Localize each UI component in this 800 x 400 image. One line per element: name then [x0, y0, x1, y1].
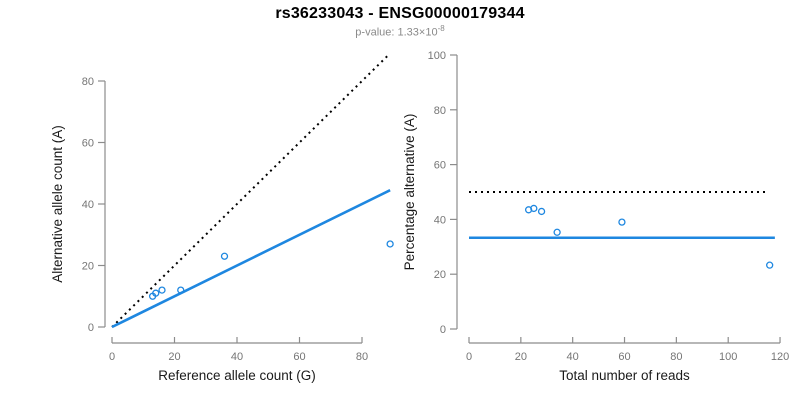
x-axis-label: Total number of reads	[559, 368, 690, 383]
y-axis-label: Alternative allele count (A)	[50, 125, 65, 283]
y-tick-label: 80	[434, 105, 446, 117]
y-tick-label: 20	[434, 269, 446, 281]
x-tick-label: 20	[515, 351, 527, 363]
data-point	[158, 286, 166, 294]
x-tick-label: 80	[670, 351, 682, 363]
x-tick-label: 40	[567, 351, 579, 363]
data-point	[530, 204, 538, 213]
y-tick-label: 60	[434, 160, 446, 172]
x-tick-label: 60	[293, 351, 305, 363]
p-value-subtitle: p-value: 1.33×10-8	[0, 24, 800, 39]
y-tick-label: 40	[82, 199, 94, 211]
page-title: rs36233043 - ENSG00000179344	[275, 5, 525, 22]
p-value-text: p-value: 1.33×10	[355, 26, 438, 39]
x-tick-label: 20	[168, 351, 180, 363]
y-tick-label: 0	[440, 324, 446, 336]
y-tick-label: 60	[82, 138, 94, 150]
y-tick-label: 80	[82, 76, 94, 88]
y-axis-label: Percentage alternative (A)	[402, 114, 417, 271]
data-point	[386, 240, 394, 248]
data-point	[766, 261, 774, 269]
identity-line	[111, 54, 390, 328]
data-point	[553, 228, 561, 236]
x-tick-label: 120	[771, 351, 789, 363]
data-point	[152, 289, 160, 297]
p-value-exponent: -8	[437, 24, 445, 33]
data-point	[537, 207, 546, 216]
x-tick-label: 80	[356, 351, 368, 363]
data-point	[618, 218, 626, 226]
data-point	[177, 286, 185, 294]
x-tick-label: 0	[466, 351, 472, 363]
x-tick-label: 100	[719, 351, 737, 363]
y-tick-label: 0	[88, 322, 94, 334]
x-tick-label: 40	[231, 351, 243, 363]
y-tick-label: 100	[428, 50, 446, 62]
x-axis-label: Reference allele count (G)	[158, 368, 316, 383]
x-tick-label: 60	[618, 351, 630, 363]
data-point	[220, 252, 229, 260]
x-tick-label: 0	[109, 351, 115, 363]
y-tick-label: 40	[434, 214, 446, 226]
y-tick-label: 20	[82, 261, 94, 273]
observed-ratio-line	[111, 188, 391, 329]
